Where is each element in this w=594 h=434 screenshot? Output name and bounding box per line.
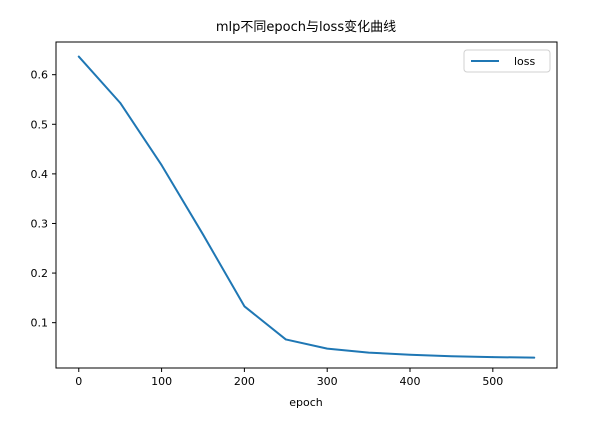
series-point (243, 305, 246, 308)
series-point (533, 356, 536, 359)
x-tick-label: 100 (151, 375, 172, 388)
x-tick-label: 0 (75, 375, 82, 388)
series-point (160, 164, 163, 166)
series-point (326, 347, 329, 350)
tick-layer: 0 100 200 300 400 500 0.1 0.2 0.3 0.4 0.5 0.6 (31, 69, 504, 388)
plot-frame (55, 41, 558, 369)
series-point (492, 356, 494, 358)
series-point (202, 233, 204, 236)
y-tick-label: 0.6 (31, 69, 49, 82)
series-point (119, 102, 121, 104)
series-point (450, 355, 453, 358)
x-tick-label: 200 (234, 375, 255, 388)
legend: loss (463, 49, 551, 73)
x-tick-label: 500 (482, 375, 503, 388)
series-line-loss (77, 55, 536, 359)
series-point (284, 338, 287, 341)
y-tick-label: 0.2 (31, 267, 49, 280)
x-tick-label: 300 (317, 375, 338, 388)
series-layer (77, 55, 536, 359)
series-point (367, 351, 370, 354)
chart-title: mlp不同epoch与loss变化曲线 (216, 19, 396, 35)
y-tick-label: 0.1 (31, 317, 49, 330)
x-tick-label: 400 (400, 375, 421, 388)
series-point (77, 55, 80, 58)
legend-box (463, 49, 551, 73)
x-axis-label: epoch (289, 396, 323, 409)
y-tick-label: 0.3 (31, 217, 49, 230)
series-point (409, 353, 411, 356)
legend-label: loss (514, 55, 536, 68)
y-tick-label: 0.5 (31, 118, 49, 131)
y-tick-label: 0.4 (31, 168, 49, 181)
